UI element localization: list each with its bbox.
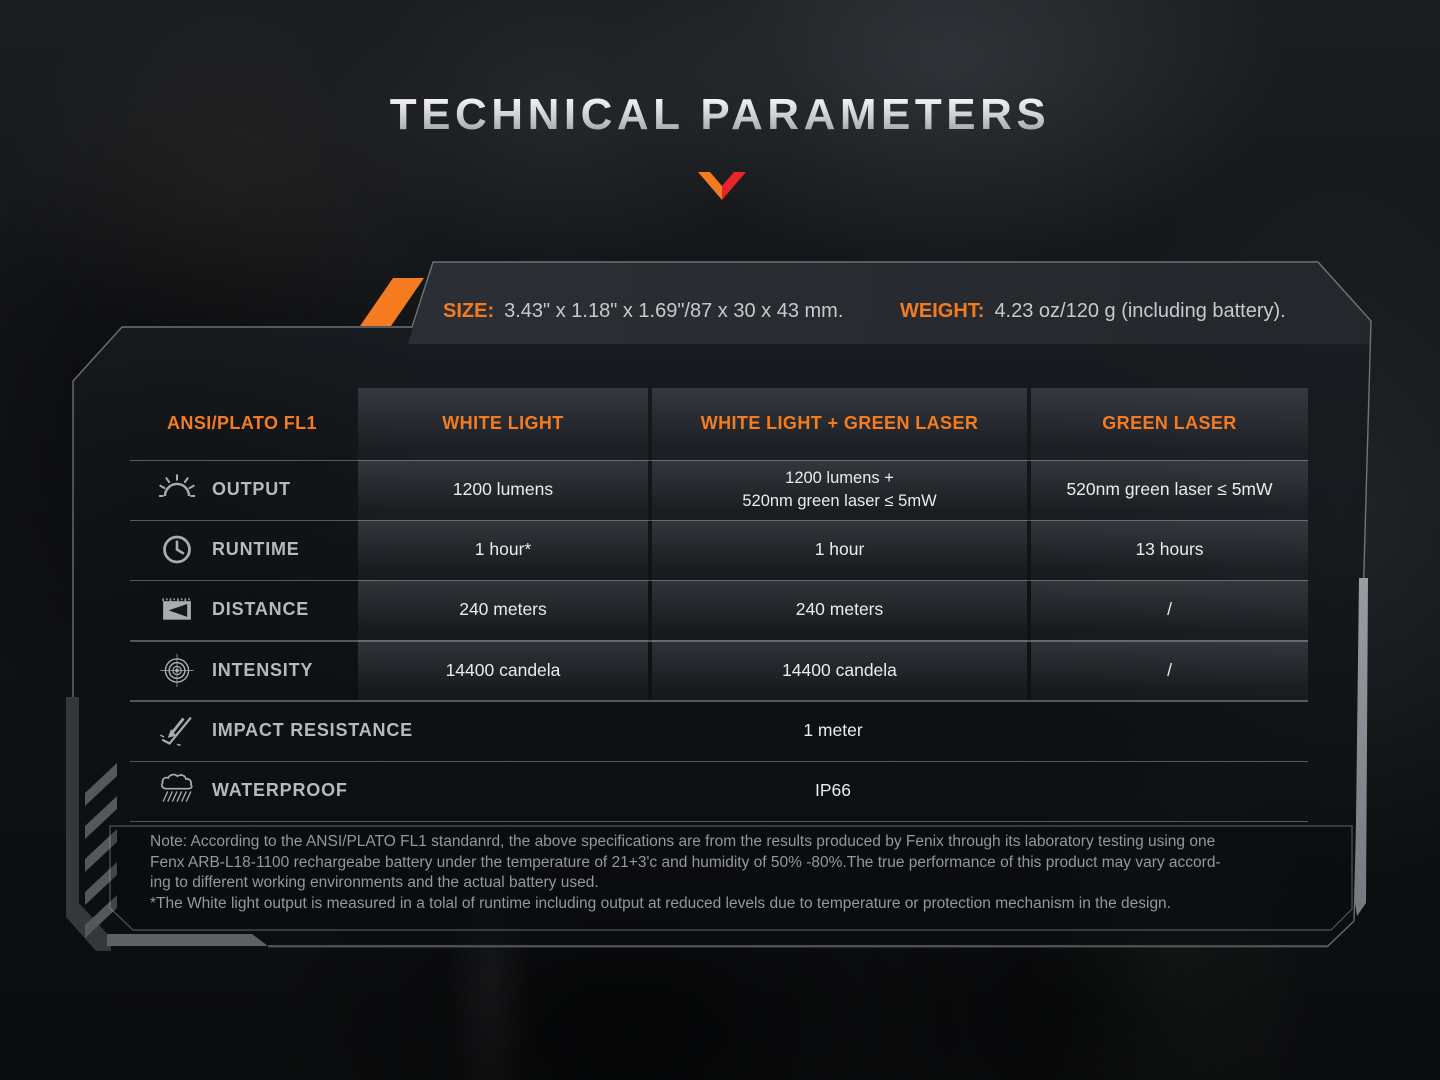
cell-intensity-white-light: 14400 candela — [358, 640, 648, 701]
note-text: Note: According to the ANSI/PLATO FL1 st… — [150, 833, 1221, 912]
row-divider — [130, 700, 1308, 702]
row-label-text: WATERPROOF — [212, 780, 348, 801]
cell-distance-green-laser: / — [1031, 579, 1308, 641]
column-header-ansi-plato-fl1: ANSI/PLATO FL1 — [167, 413, 317, 434]
cell-runtime-white-light: 1 hour* — [358, 519, 648, 580]
clock-icon — [163, 535, 191, 564]
row-label-text: RUNTIME — [212, 539, 300, 560]
cell-intensity-green-laser: / — [1031, 640, 1308, 701]
cell-output-green-laser: 520nm green laser ≤ 5mW — [1031, 459, 1308, 520]
row-label-output: OUTPUT — [130, 460, 354, 520]
waterproof-icon — [161, 773, 193, 802]
cell-distance-white-light: 240 meters — [358, 579, 648, 641]
row-label-text: INTENSITY — [212, 659, 314, 680]
row-label-runtime: RUNTIME — [130, 520, 354, 580]
brightness-icon — [158, 474, 196, 498]
row-divider — [130, 459, 1308, 461]
chevron-left-arm — [698, 172, 722, 200]
row-divider — [130, 640, 1308, 642]
cell-distance-white-light-green-laser: 240 meters — [652, 579, 1027, 641]
column-header-white-light: WHITE LIGHT — [358, 388, 648, 460]
column-header-white-light-green-laser: WHITE LIGHT + GREEN LASER — [652, 388, 1027, 460]
page-title: TECHNICAL PARAMETERS — [0, 90, 1440, 140]
row-label-text: IMPACT RESISTANCE — [212, 719, 413, 740]
weight-value: 4.23 oz/120 g (including battery). — [994, 300, 1286, 322]
size-value: 3.43" x 1.18" x 1.69"/87 x 30 x 43 mm. — [504, 300, 844, 322]
weight-label: WEIGHT: — [900, 300, 985, 322]
cell-waterproof-value: IP66 — [815, 780, 851, 801]
cell-output-white-light: 1200 lumens — [358, 459, 648, 520]
column-header-green-laser: GREEN LASER — [1031, 388, 1308, 460]
spec-table: ANSI/PLATO FL1 WHITE LIGHT WHITE LIGHT +… — [130, 388, 1310, 823]
row-divider — [130, 519, 1308, 522]
cell-output-white-light-green-laser: 1200 lumens + 520nm green laser ≤ 5mW — [652, 459, 1027, 520]
weight-spec: WEIGHT: 4.23 oz/120 g (including battery… — [900, 300, 1286, 323]
cell-intensity-white-light-green-laser: 14400 candela — [652, 640, 1027, 701]
intensity-icon — [160, 653, 194, 687]
chevron-down-icon — [698, 172, 746, 200]
row-label-waterproof: WATERPROOF — [130, 760, 354, 820]
row-label-text: DISTANCE — [212, 599, 310, 620]
cell-runtime-green-laser: 13 hours — [1031, 519, 1308, 580]
row-divider — [130, 760, 1308, 762]
size-label: SIZE: — [443, 300, 495, 322]
cell-runtime-white-light-green-laser: 1 hour — [652, 519, 1027, 580]
size-spec: SIZE: 3.43" x 1.18" x 1.69"/87 x 30 x 43… — [443, 300, 843, 323]
row-divider — [130, 579, 1308, 582]
row-label-text: OUTPUT — [212, 479, 291, 500]
chevron-right-arm — [722, 172, 746, 200]
row-label-distance: DISTANCE — [130, 580, 354, 640]
distance-icon — [162, 598, 191, 621]
cell-impact-resistance-value: 1 meter — [803, 719, 863, 740]
row-label-intensity: INTENSITY — [130, 640, 354, 700]
row-label-impact-resistance: IMPACT RESISTANCE — [130, 700, 412, 760]
impact-icon — [160, 716, 192, 746]
row-divider — [130, 820, 1308, 823]
